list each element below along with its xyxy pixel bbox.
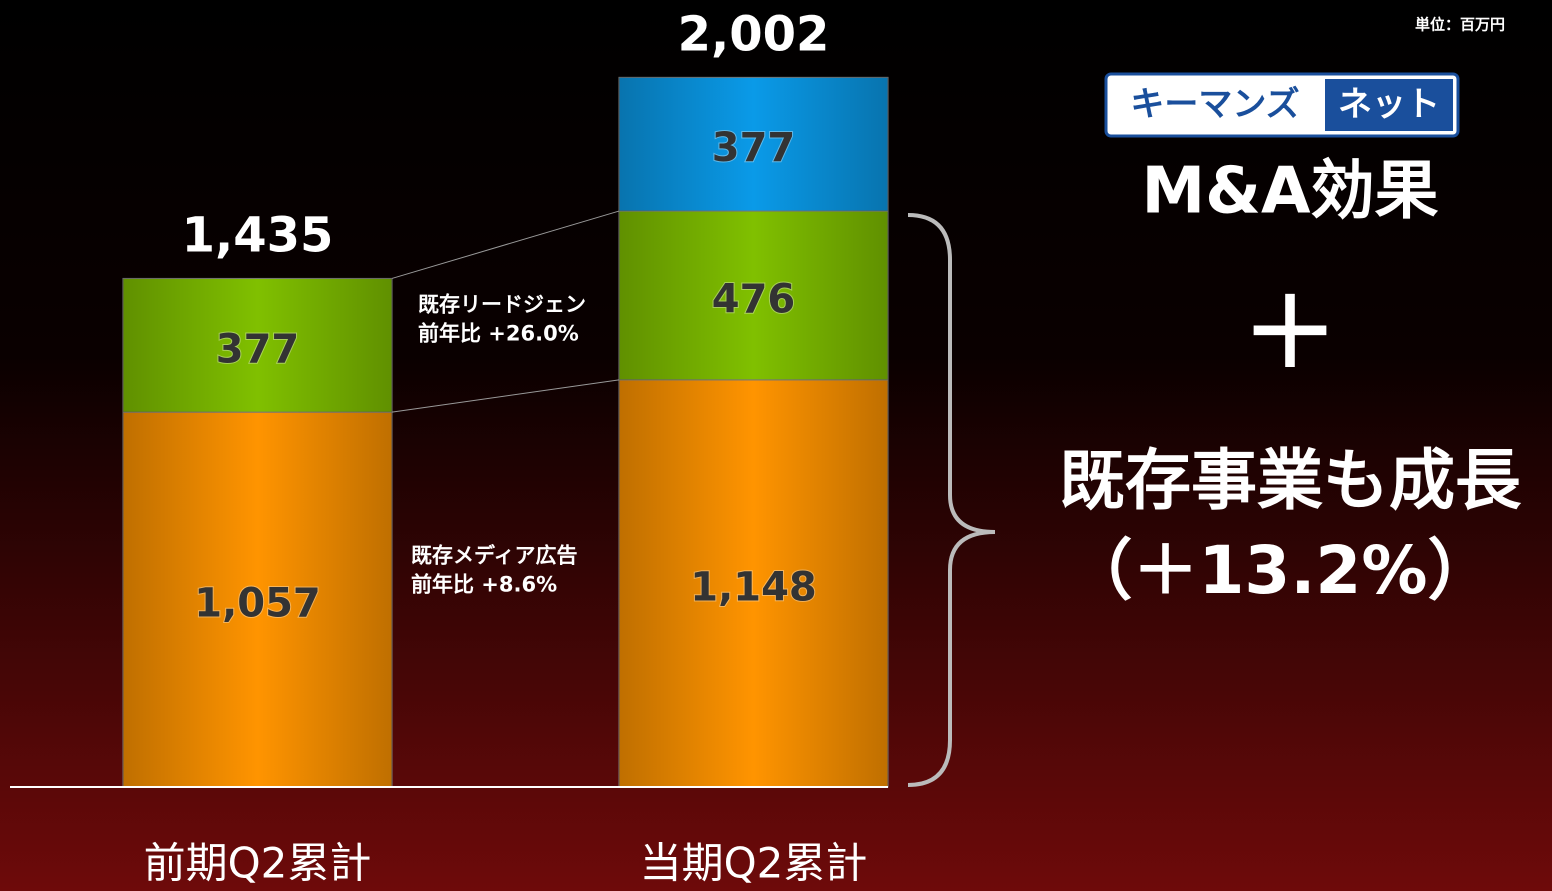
total-label: 1,435: [182, 207, 334, 263]
segment-label: 377: [216, 326, 300, 372]
bar-shade: [619, 211, 888, 380]
x-tick-label: 当期Q2累計: [640, 839, 868, 888]
x-tick-label: 前期Q2累計: [144, 839, 372, 888]
segment-label: 1,057: [194, 581, 321, 627]
note: 既存リードジェン: [418, 292, 586, 316]
headline: M&A効果: [1141, 155, 1438, 229]
plus: ＋: [1242, 277, 1338, 389]
headline: 既存事業も成長: [1059, 442, 1522, 519]
segment-label: 377: [712, 125, 796, 171]
connector: [391, 379, 620, 413]
unit-label: 単位：百万円: [1415, 16, 1505, 34]
segment-label: 476: [712, 276, 796, 322]
connector: [391, 210, 620, 279]
segment-label: 1,148: [690, 564, 817, 610]
logo-block: [1325, 79, 1453, 131]
bar-shade: [619, 77, 888, 212]
note: 既存メディア広告: [411, 544, 578, 568]
brace: [907, 213, 996, 787]
logo-text: キーマンズ: [1130, 85, 1299, 125]
total-label: 2,002: [678, 6, 830, 62]
headline: （＋13.2%）: [1067, 532, 1494, 609]
logo-text: ネット: [1338, 85, 1440, 125]
bar-shade: [619, 379, 888, 787]
bar-shade: [123, 412, 392, 787]
note: 前年比 +26.0%: [418, 321, 579, 345]
note: 前年比 +8.6%: [411, 573, 557, 597]
logo: キーマンズ ネット: [1104, 72, 1460, 138]
bar-shade: [123, 278, 392, 413]
